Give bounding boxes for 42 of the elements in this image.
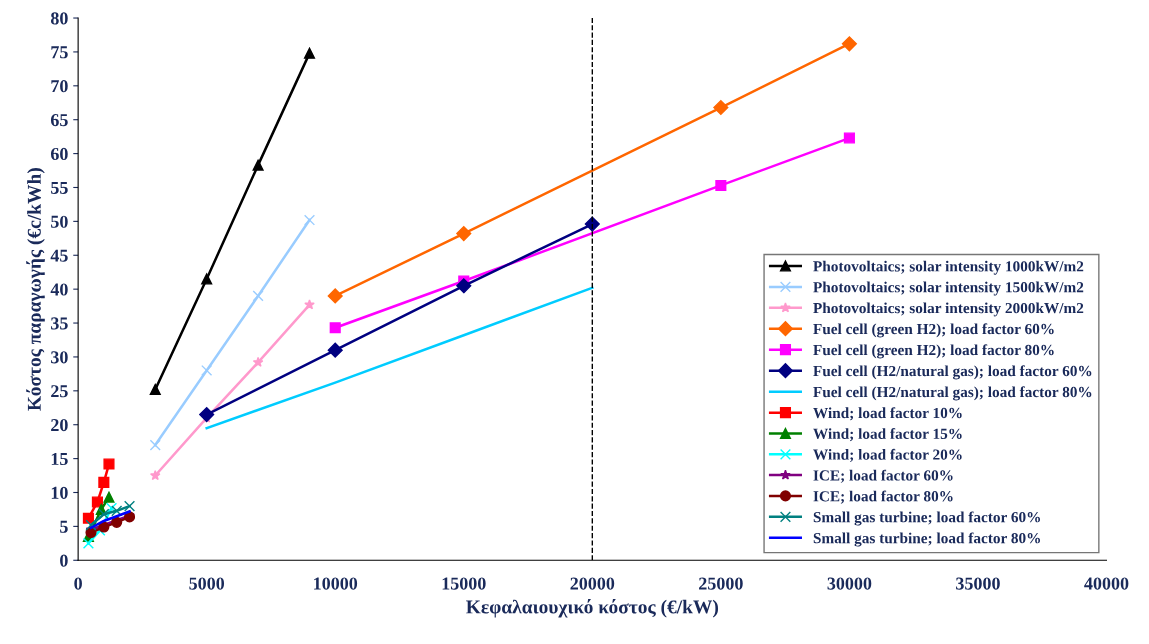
y-tick-label: 55 <box>51 181 68 194</box>
x-tick-label: 20000 <box>570 577 615 590</box>
legend-label: Fuel cell (H2/natural gas); load factor 80% <box>813 386 1092 401</box>
x-tick-label: 0 <box>74 577 82 590</box>
legend-label: Wind; load factor 10% <box>813 407 962 421</box>
y-tick-label: 65 <box>50 114 68 127</box>
y-tick-label: 70 <box>51 80 68 93</box>
y-tick-label: 15 <box>51 452 68 466</box>
legend-label: Small gas turbine; load factor 80% <box>813 532 1040 547</box>
legend-label: Fuel cell (green H2); load factor 80% <box>813 344 1054 359</box>
legend-label: Wind; load factor 15% <box>813 428 962 442</box>
y-tick-label: 75 <box>51 46 68 59</box>
legend-label: Wind; load factor 20% <box>813 448 962 462</box>
x-tick-label: 40000 <box>1084 577 1129 590</box>
y-tick-label: 40 <box>50 283 68 296</box>
legend-label: Fuel cell (H2/natural gas); load factor 60% <box>813 365 1092 380</box>
legend-label: Fuel cell (green H2); load factor 60% <box>813 323 1054 338</box>
x-tick-label: 10000 <box>314 577 358 590</box>
y-tick-label: 5 <box>60 520 68 533</box>
legend-label: Photovoltaics; solar intensity 1000kW/m2 <box>813 260 1084 275</box>
y-tick-label: 80 <box>50 12 68 25</box>
y-tick-label: 50 <box>51 215 68 228</box>
x-tick-label: 30000 <box>827 577 872 590</box>
x-tick-label: 5000 <box>189 577 225 590</box>
x-axis-title: Κεφαλαιουχικό κόστος (€/kW) <box>466 598 719 618</box>
x-tick-label: 15000 <box>442 577 486 590</box>
x-tick-label: 35000 <box>956 577 1000 590</box>
legend-label: Small gas turbine; load factor 60% <box>813 511 1040 526</box>
legend-label: ICE; load factor 60% <box>813 469 953 483</box>
y-tick-label: 35 <box>51 317 68 330</box>
y-tick-label: 0 <box>60 554 68 567</box>
legend-label: Photovoltaics; solar intensity 1500kW/m2 <box>813 281 1084 296</box>
y-tick-label: 45 <box>50 249 68 262</box>
y-tick-label: 25 <box>51 385 68 398</box>
legend-label: Photovoltaics; solar intensity 2000kW/m2 <box>813 302 1084 317</box>
x-tick-label: 25000 <box>699 577 743 590</box>
y-tick-label: 30 <box>51 351 68 364</box>
y-tick-label: 20 <box>51 418 68 432</box>
y-tick-label: 10 <box>51 486 68 499</box>
y-tick-label: 60 <box>50 147 68 161</box>
y-axis-title: Κόστος παραγωγής (€c/kWh) <box>26 168 45 411</box>
legend-label: ICE; load factor 80% <box>813 490 953 504</box>
